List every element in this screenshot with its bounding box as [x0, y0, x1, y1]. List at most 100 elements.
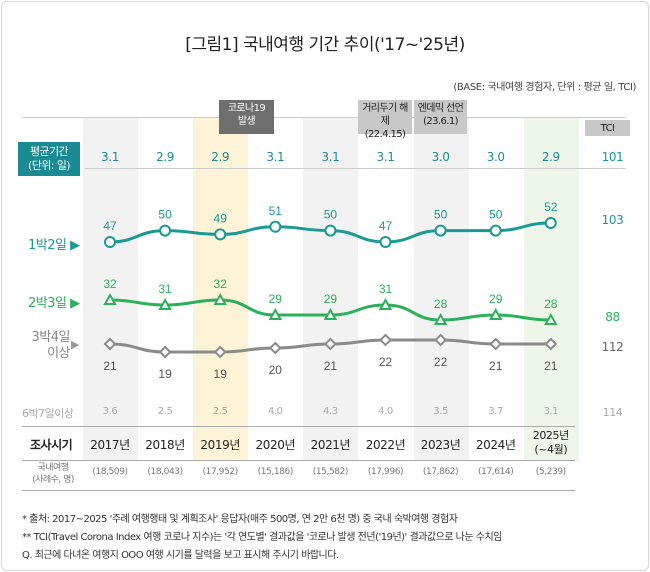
data-point: [544, 337, 558, 351]
callout-endemic-line2: (23.6.1): [423, 116, 458, 127]
avg-label-line2: (단위: 일): [28, 159, 71, 172]
data-label: 50: [434, 208, 448, 222]
sample-size-value: (17,952): [202, 467, 239, 477]
callout-endemic: 엔데믹 선언 (23.6.1): [414, 100, 467, 134]
data-point: [433, 312, 448, 325]
callout-distancing: 거리두기 해제 (22.4.15): [358, 100, 412, 140]
data-point: [269, 220, 282, 233]
data-label: 50: [489, 208, 503, 222]
callout-covid-line2: 발생: [237, 116, 256, 127]
data-point: [378, 297, 393, 310]
sample-label-line1: 국내여행: [37, 463, 69, 473]
data-label: 31: [158, 282, 172, 296]
tci-avg: 101: [601, 150, 624, 164]
data-label: 47: [379, 219, 393, 233]
data-point: [323, 337, 337, 351]
sample-size-value: (18,043): [147, 467, 183, 477]
category-label: 2020년: [255, 438, 296, 452]
sample-label: 국내여행 (사례수, 명): [22, 462, 84, 486]
footnote-tci: ** TCI(Travel Corona Index 여행 코로나 지수)는 '…: [22, 532, 502, 543]
data-point: [213, 345, 227, 359]
header-divider-top: [22, 426, 575, 427]
data-label: 19: [158, 367, 172, 381]
sample-size-value: (17,614): [478, 467, 514, 477]
data-label: 28: [434, 297, 448, 311]
header-divider-bottom: [22, 460, 575, 461]
six-nights-value: 2.5: [212, 406, 228, 417]
data-label: 22: [379, 355, 393, 369]
data-label: 22: [434, 355, 448, 369]
sample-size-value: (17,862): [422, 467, 459, 477]
six-nights-value: 4.3: [323, 406, 338, 417]
sample-size-value: (15,186): [257, 467, 294, 477]
data-label: 29: [324, 292, 338, 306]
avg-days-value: 3.1: [376, 150, 395, 164]
data-point: [158, 297, 172, 310]
six-nights-value: 2.5: [157, 406, 173, 417]
data-point: [323, 307, 338, 320]
six-nights-value: 3.1: [543, 406, 559, 417]
data-point: [268, 341, 282, 355]
category-label: 2018년: [145, 438, 185, 452]
avg-label-badge: 평균기간 (단위: 일): [18, 142, 80, 176]
category-header: 조사시기: [30, 438, 73, 452]
category-label: 2023년: [420, 438, 461, 452]
data-label: 28: [544, 297, 558, 311]
column-highlight: [523, 118, 579, 461]
callout-covid-line1: 코로나19: [227, 103, 266, 114]
data-point: [104, 236, 116, 248]
data-point: [489, 337, 503, 351]
data-label: 29: [489, 292, 503, 306]
data-label: 21: [489, 359, 503, 373]
data-label: 47: [103, 219, 117, 233]
six-nights-label: 6박7일이상: [22, 407, 74, 420]
data-point: [489, 307, 503, 320]
footnote-question: Q. 최근에 다녀온 여행지 OOO 여행 시기를 달력을 보고 표시해 주시기…: [22, 550, 339, 561]
data-label: 21: [103, 359, 117, 373]
category-label: 2022년: [365, 438, 406, 452]
series-name: 3박4일 이상: [31, 330, 71, 361]
data-label: 19: [214, 367, 228, 381]
data-label: 29: [269, 292, 283, 306]
data-label: 51: [269, 204, 283, 218]
data-label: 52: [544, 200, 558, 214]
six-nights-value: 4.0: [378, 406, 393, 417]
tci-1n2d: 103: [601, 213, 624, 227]
data-point: [213, 292, 227, 305]
tci-header: TCI: [600, 123, 615, 134]
category-label: 2019년: [200, 438, 240, 452]
data-label: 20: [269, 363, 283, 377]
avg-days-value: 2.9: [211, 150, 230, 164]
data-point: [159, 224, 172, 237]
avg-divider: [85, 168, 626, 169]
avg-days-value: 3.0: [486, 150, 505, 164]
sample-size-value: (18,509): [92, 467, 128, 477]
data-point: [434, 333, 448, 347]
table-bottom-divider: [22, 490, 575, 491]
data-point: [434, 224, 447, 237]
callout-tci: TCI: [585, 120, 630, 136]
column-highlight: [413, 118, 469, 461]
data-point: [544, 217, 557, 229]
footnote-source: * 출처: 2017~2025 '주례 여행행태 및 계획조사' 응답자(매주 …: [22, 514, 458, 525]
data-point: [544, 312, 558, 325]
avg-days-value: 3.0: [431, 150, 450, 164]
data-label: 49: [214, 211, 228, 225]
avg-days-value: 2.9: [541, 150, 560, 164]
category-label: 2017년: [90, 438, 130, 452]
callout-distancing-line1: 거리두기 해제: [362, 103, 408, 127]
data-label: 32: [214, 277, 228, 291]
column-highlight: [193, 118, 249, 461]
sample-size-value: (15,582): [312, 467, 349, 477]
callout-covid: 코로나19 발생: [219, 100, 274, 134]
tci-6n7d: 114: [602, 406, 623, 419]
data-label: 31: [379, 282, 393, 296]
callout-distancing-line2: (22.4.15): [364, 129, 406, 140]
series-label-1n2d: 1박2일 ▶: [28, 238, 80, 253]
avg-days-value: 3.1: [266, 150, 285, 164]
chart-title: [그림1] 국내여행 기간 추이('17~'25년): [185, 35, 465, 55]
avg-days-value: 3.1: [321, 150, 340, 164]
data-point: [379, 333, 392, 347]
data-label: 21: [324, 359, 338, 373]
